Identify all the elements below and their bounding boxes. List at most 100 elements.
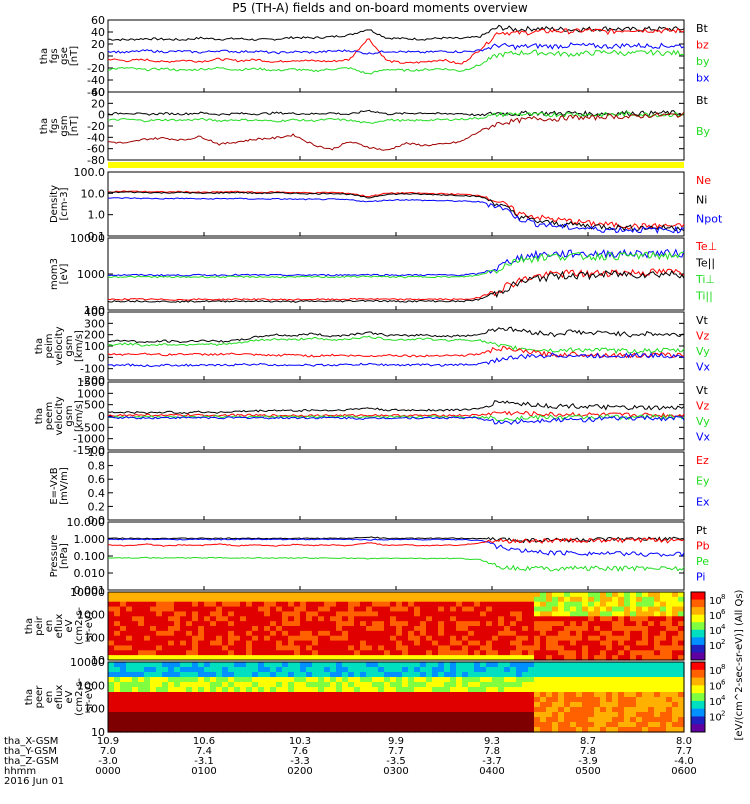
heatmap-cell — [180, 601, 187, 608]
heatmap-cell — [414, 640, 421, 647]
heatmap-cell — [396, 722, 403, 728]
heatmap-cell — [348, 596, 355, 603]
heatmap-cell — [216, 717, 223, 723]
heatmap-cell — [522, 672, 529, 678]
heatmap-cell — [288, 677, 295, 683]
heatmap-cell — [618, 697, 625, 703]
heatmap-cell — [222, 601, 229, 608]
heatmap-cell — [120, 621, 127, 627]
heatmap-cell — [180, 596, 187, 603]
heatmap-cell — [330, 717, 337, 723]
heatmap-cell — [624, 592, 631, 598]
heatmap-cell — [438, 662, 445, 668]
series-line-Vz — [107, 345, 685, 359]
heatmap-cell — [462, 712, 469, 718]
heatmap-cell — [678, 592, 685, 598]
y-tick-label: -60 — [87, 143, 105, 156]
heatmap-cell — [372, 702, 379, 708]
heatmap-cell — [306, 611, 313, 617]
heatmap-cell — [186, 616, 193, 622]
heatmap-cell — [570, 687, 577, 693]
heatmap-cell — [444, 616, 451, 622]
heatmap-cell — [264, 667, 271, 673]
y-axis-label: peem — [44, 402, 55, 430]
y-tick-label: 10 — [91, 654, 105, 667]
heatmap-cell — [120, 697, 127, 703]
heatmap-cell — [390, 650, 397, 656]
heatmap-cell — [138, 640, 145, 647]
heatmap-cell — [168, 645, 175, 651]
heatmap-cell — [342, 677, 349, 683]
heatmap-cell — [126, 702, 133, 708]
heatmap-cell — [336, 606, 343, 613]
heatmap-cell — [282, 662, 289, 668]
heatmap-cell — [126, 697, 133, 703]
heatmap-cell — [342, 640, 349, 647]
heatmap-cell — [156, 592, 163, 598]
heatmap-cell — [318, 717, 325, 723]
heatmap-cell — [444, 697, 451, 703]
heatmap-cell — [150, 707, 157, 713]
y-axis-label: [nT] — [69, 46, 80, 66]
heatmap-cell — [324, 601, 331, 608]
heatmap-cell — [654, 621, 661, 627]
heatmap-cell — [306, 702, 313, 708]
heatmap-cell — [540, 606, 547, 613]
heatmap-cell — [378, 655, 385, 661]
heatmap-cell — [480, 606, 487, 613]
heatmap-cell — [162, 727, 169, 733]
heatmap-cell — [456, 687, 463, 693]
heatmap-cell — [588, 621, 595, 627]
heatmap-cell — [528, 702, 535, 708]
heatmap-cell — [582, 645, 589, 651]
heatmap-cell — [204, 635, 211, 642]
heatmap-cell — [384, 626, 391, 632]
heatmap-cell — [420, 611, 427, 617]
heatmap-cell — [270, 640, 277, 647]
heatmap-cell — [564, 687, 571, 693]
heatmap-cell — [462, 630, 469, 637]
heatmap-cell — [396, 650, 403, 656]
heatmap-cell — [462, 682, 469, 688]
heatmap-cell — [264, 712, 271, 718]
heatmap-cell — [414, 692, 421, 698]
heatmap-cell — [282, 650, 289, 656]
heatmap-cell — [630, 712, 637, 718]
heatmap-cell — [114, 687, 121, 693]
heatmap-cell — [612, 727, 619, 733]
heatmap-cell — [558, 655, 565, 661]
heatmap-cell — [546, 702, 553, 708]
heatmap-cell — [228, 650, 235, 656]
heatmap-cell — [270, 722, 277, 728]
heatmap-cell — [198, 635, 205, 642]
heatmap-cell — [606, 722, 613, 728]
heatmap-cell — [438, 672, 445, 678]
heatmap-cell — [504, 635, 511, 642]
heatmap-cell — [336, 707, 343, 713]
heatmap-cell — [234, 717, 241, 723]
heatmap-cell — [300, 601, 307, 608]
heatmap-cell — [462, 640, 469, 647]
heatmap-cell — [246, 692, 253, 698]
heatmap-cell — [324, 692, 331, 698]
heatmap-cell — [132, 592, 139, 598]
heatmap-cell — [294, 630, 301, 637]
heatmap-cell — [150, 596, 157, 603]
heatmap-cell — [354, 626, 361, 632]
heatmap-cell — [294, 677, 301, 683]
heatmap-cell — [312, 707, 319, 713]
heatmap-cell — [402, 707, 409, 713]
heatmap-cell — [294, 650, 301, 656]
heatmap-cell — [360, 596, 367, 603]
heatmap-cell — [132, 635, 139, 642]
y-axis-label: velocity — [54, 326, 65, 365]
orbit-row-label: tha_X-GSM — [4, 736, 58, 747]
heatmap-cell — [624, 606, 631, 613]
heatmap-cell — [474, 611, 481, 617]
heatmap-cell — [354, 722, 361, 728]
heatmap-cell — [504, 626, 511, 632]
heatmap-cell — [336, 655, 343, 661]
heatmap-cell — [330, 662, 337, 668]
heatmap-cell — [276, 677, 283, 683]
